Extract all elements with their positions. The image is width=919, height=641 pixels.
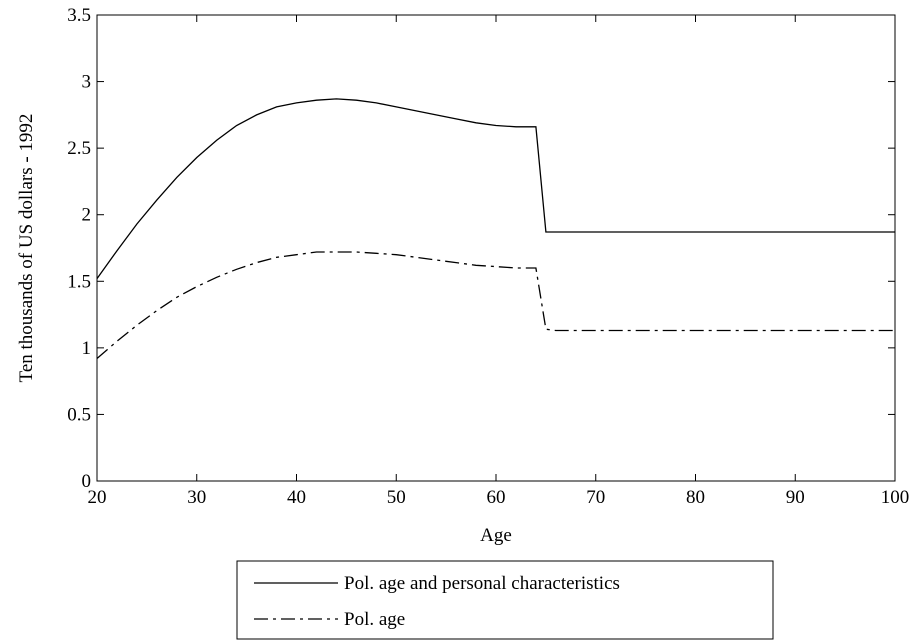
y-axis-ticks: 0 0.5 1 1.5 2 2.5 3 3.5 <box>67 5 895 492</box>
y-tick-label: 0 <box>82 471 92 492</box>
x-axis-label: Age <box>480 525 512 546</box>
x-tick-label: 90 <box>786 487 805 508</box>
x-tick-label: 30 <box>187 487 206 508</box>
x-tick-label: 70 <box>586 487 605 508</box>
y-tick-label: 2.5 <box>67 138 91 159</box>
y-tick-label: 3.5 <box>67 5 91 26</box>
series-line-1 <box>96 98 895 279</box>
y-tick-label: 0.5 <box>67 404 91 425</box>
y-tick-label: 2 <box>82 205 92 226</box>
x-tick-label: 20 <box>88 487 107 508</box>
legend-label-series-1: Pol. age and personal characteristics <box>344 573 620 594</box>
x-tick-label: 40 <box>287 487 306 508</box>
series-layer <box>96 98 895 359</box>
legend-box <box>236 560 774 640</box>
x-tick-label: 60 <box>487 487 506 508</box>
y-tick-label: 1 <box>82 338 92 359</box>
y-axis-label: Ten thousands of US dollars - 1992 <box>16 114 37 383</box>
x-tick-label: 50 <box>387 487 406 508</box>
x-tick-label: 100 <box>881 487 910 508</box>
legend-label-series-2: Pol. age <box>344 609 405 630</box>
x-tick-label: 80 <box>686 487 705 508</box>
x-axis-ticks: 20 30 40 50 60 70 80 90 100 <box>88 15 910 508</box>
series-line-2 <box>96 251 895 359</box>
y-tick-label: 3 <box>82 72 92 93</box>
y-tick-label: 1.5 <box>67 271 91 292</box>
legend: Pol. age and personal characteristics Po… <box>236 560 774 640</box>
